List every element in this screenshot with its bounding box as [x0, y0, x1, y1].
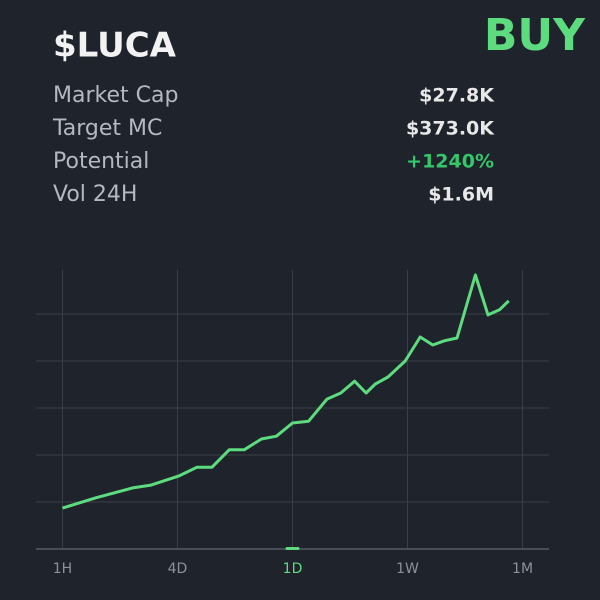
selected-indicator: [285, 547, 300, 550]
stat-value: +1240%: [406, 151, 494, 173]
timeframe-button[interactable]: 1D: [283, 561, 303, 577]
stat-label: Vol 24H: [53, 182, 137, 207]
stat-value: $373.0K: [406, 118, 495, 140]
timeframe-button[interactable]: 1H: [53, 561, 72, 577]
price-line: [62, 273, 510, 510]
timeframe-button[interactable]: 4D: [168, 561, 188, 577]
timeframe-button[interactable]: 1W: [396, 561, 419, 577]
timeframe-button[interactable]: 1M: [512, 561, 533, 577]
stat-label: Potential: [53, 149, 149, 174]
ticker: $LUCA: [53, 26, 177, 66]
stat-label: Market Cap: [53, 83, 178, 108]
signal: BUY: [484, 10, 586, 61]
stat-value: $1.6M: [428, 184, 494, 206]
stat-value: $27.8K: [419, 85, 495, 107]
stat-label: Target MC: [52, 116, 162, 141]
